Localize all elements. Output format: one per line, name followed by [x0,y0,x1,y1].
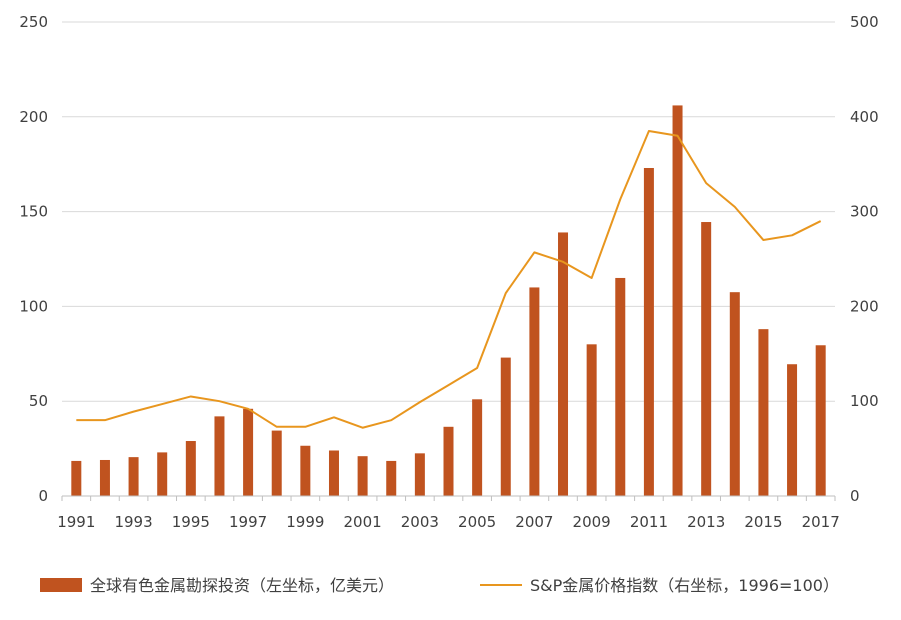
y-right-tick-label: 400 [850,108,879,126]
bar [328,450,339,496]
bar-series [71,105,826,496]
y-axis-right: 0 100 200 300 400 500 [850,13,879,505]
x-tick-label: 1993 [114,513,152,531]
y-axis-left: 0 50 100 150 200 250 [19,13,48,505]
x-tick-label: 2001 [344,513,382,531]
bar [787,364,798,496]
bar [357,456,368,496]
y-right-tick-label: 0 [850,487,860,505]
y-right-tick-label: 200 [850,297,879,315]
x-tick-label: 2011 [630,513,668,531]
x-tick-label: 1997 [229,513,267,531]
bar [128,457,139,496]
y-left-tick-label: 150 [19,203,48,221]
y-left-tick-label: 100 [19,297,48,315]
bar [443,426,454,496]
bar [586,344,597,496]
bar [472,399,483,496]
x-tick-label: 2007 [515,513,553,531]
bar [414,453,425,496]
bar [701,222,712,496]
line-path [76,130,822,429]
y-right-tick-label: 500 [850,13,879,31]
legend-bar-label: 全球有色金属勘探投资（左坐标，亿美元） [90,576,394,595]
line-series [76,130,822,429]
legend-bar-swatch [40,578,82,592]
bar [243,408,254,496]
y-right-tick-label: 300 [850,203,879,221]
y-left-tick-label: 250 [19,13,48,31]
x-axis: 1991 1993 1995 1997 1999 2001 2003 2005 2007 2009… [57,496,840,531]
y-left-tick-label: 50 [29,392,48,410]
y-right-tick-label: 100 [850,392,879,410]
bar [500,357,511,496]
gridlines [62,21,835,402]
bar [71,460,82,496]
bar [99,459,110,496]
bar [558,232,569,496]
bar [214,416,225,496]
y-left-tick-label: 200 [19,108,48,126]
bar [815,345,826,496]
bar [729,292,740,496]
x-tick-label: 2017 [802,513,840,531]
bar [271,430,282,496]
x-tick-label: 2015 [744,513,782,531]
x-tick-label: 2013 [687,513,725,531]
x-tick-label: 2005 [458,513,496,531]
x-tick-label: 2003 [401,513,439,531]
bar [386,460,397,496]
legend: 全球有色金属勘探投资（左坐标，亿美元） S&P金属价格指数（右坐标，1996=1… [40,576,839,595]
y-left-tick-label: 0 [38,487,48,505]
bar [185,441,196,496]
x-tick-label: 1999 [286,513,324,531]
x-tick-label: 1995 [172,513,210,531]
bar [529,287,540,496]
bar [300,445,311,496]
bar [758,329,769,496]
legend-line-label: S&P金属价格指数（右坐标，1996=100） [530,576,839,595]
x-tick-label: 1991 [57,513,95,531]
bar [643,167,654,496]
bar [157,452,168,496]
bar [672,105,683,496]
bar [615,277,626,496]
x-tick-label: 2009 [573,513,611,531]
